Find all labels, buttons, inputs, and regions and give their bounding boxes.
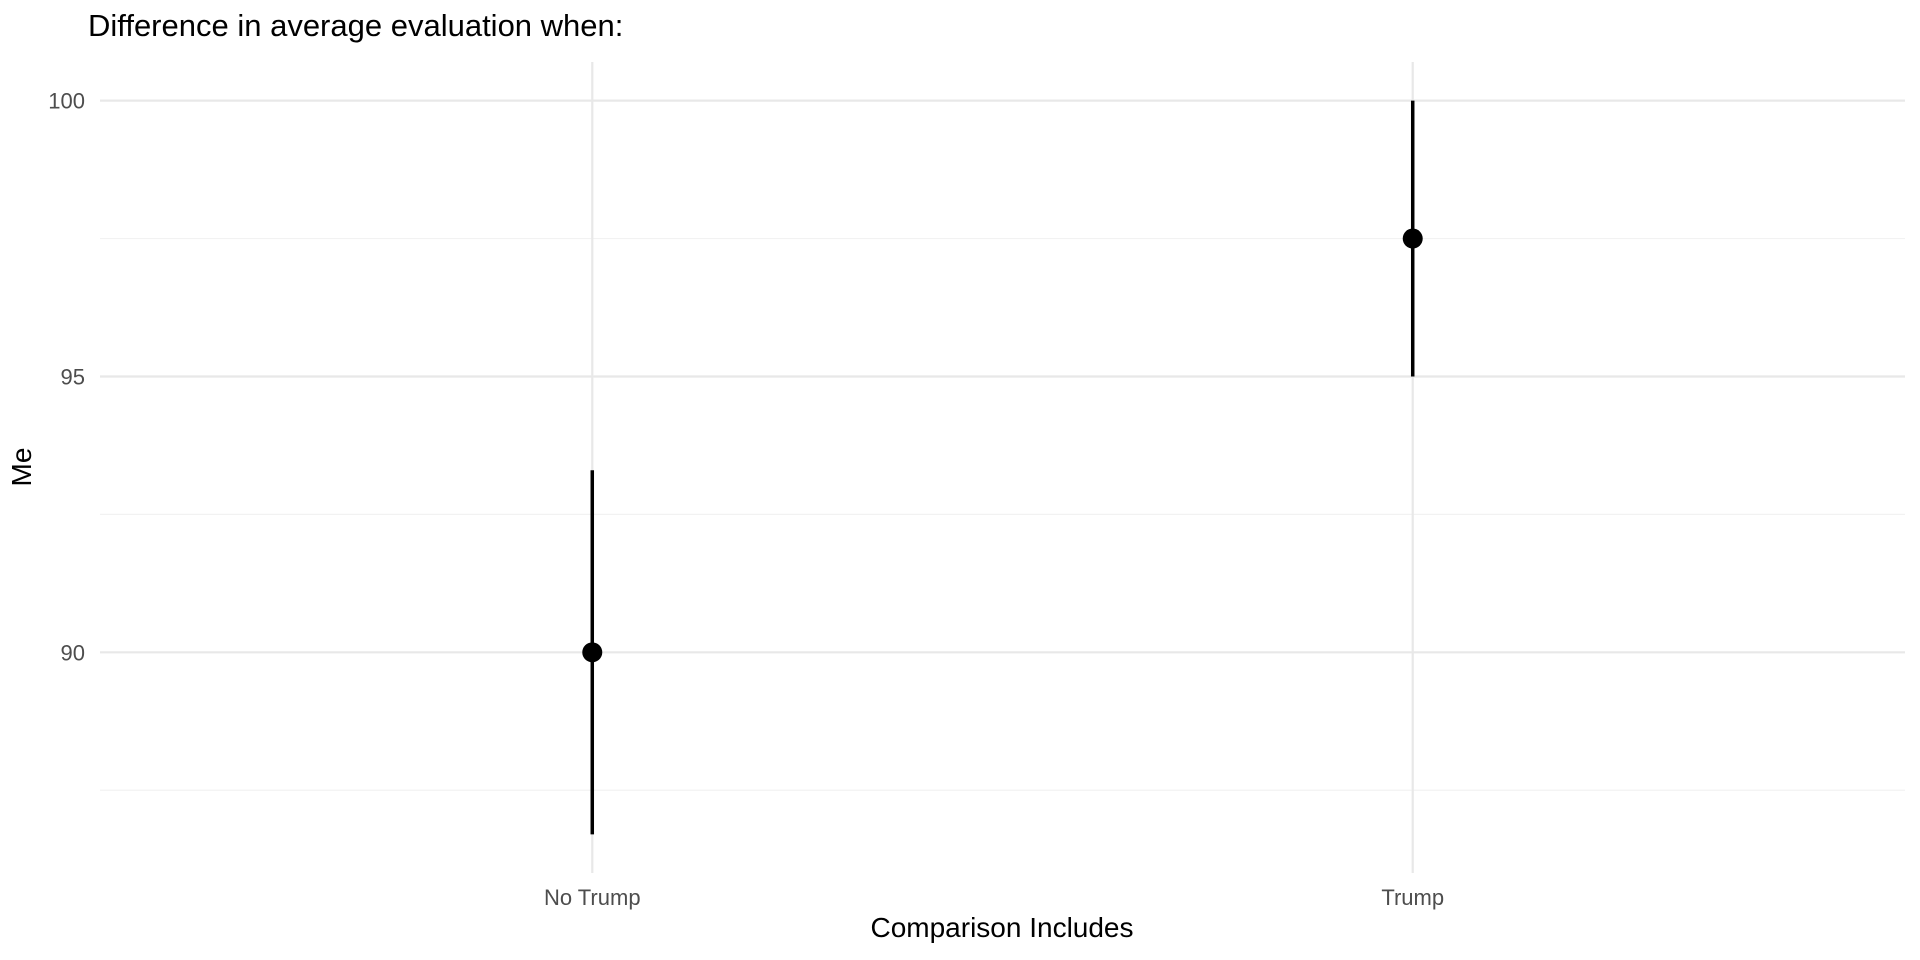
chart-title: Difference in average evaluation when: [88, 8, 624, 43]
y-tick-label: 100 [48, 89, 85, 114]
data-point [1402, 228, 1423, 249]
x-tick-label: Trump [1381, 885, 1444, 910]
x-axis-title: Comparison Includes [870, 912, 1134, 943]
y-tick-label: 95 [61, 364, 85, 389]
x-tick-label: No Trump [544, 885, 641, 910]
data-point [582, 642, 603, 663]
y-tick-label: 90 [61, 640, 85, 665]
